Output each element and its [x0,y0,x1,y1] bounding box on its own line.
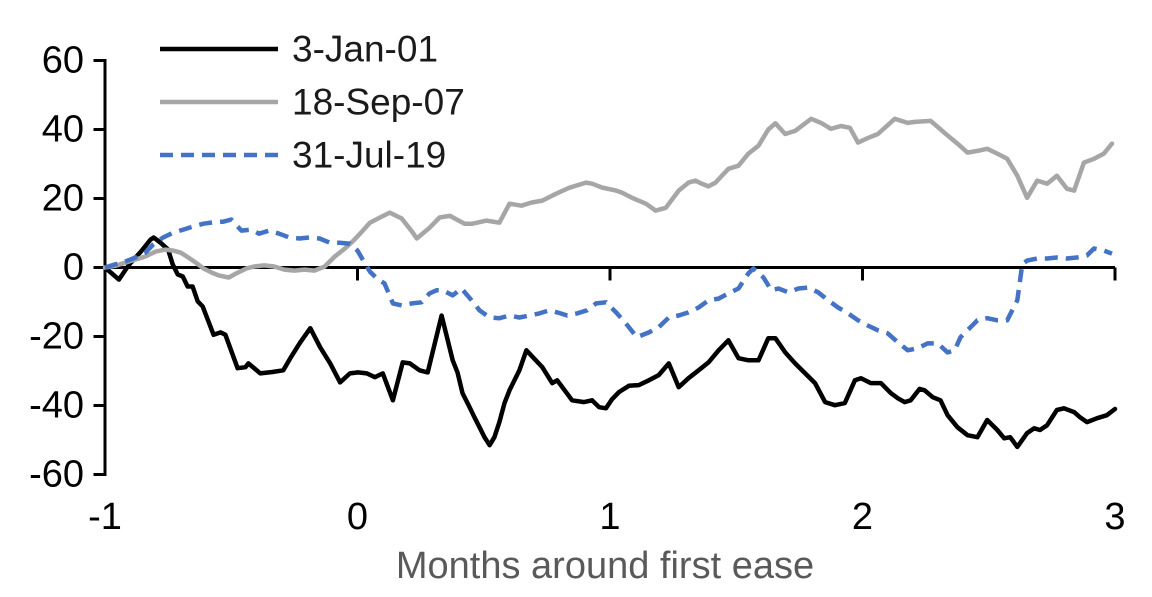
x-axis-title: Months around first ease [396,545,814,587]
y-tick-label: 60 [42,40,84,82]
x-tick-label: 1 [599,496,620,538]
x-tick-label: 0 [347,496,368,538]
x-tick-label: 2 [852,496,873,538]
x-tick-label: 3 [1104,496,1125,538]
series-group [102,116,1118,450]
series-line-3-jan-01 [102,235,1118,450]
y-tick-label: 0 [63,247,84,289]
axes-group: 60 40 20 0 -20 -40 -60-1 0 1 2 3 [29,40,1125,539]
legend-label-18-sep-07: 18-Sep-07 [292,82,465,123]
y-tick-label: -60 [29,454,84,496]
y-tick-label: -40 [29,385,84,427]
legend-label-31-jul-19: 31-Jul-19 [292,135,446,176]
y-tick-label: 40 [42,109,84,151]
legend: 3-Jan-01 18-Sep-07 31-Jul-19 [160,29,465,176]
y-tick-label: 20 [42,178,84,220]
series-line-31-jul-19 [104,217,1113,355]
x-tick-label: -1 [88,496,122,538]
series-line-18-sep-07 [102,116,1115,280]
y-tick-label: -20 [29,316,84,358]
legend-label-3-jan-01: 3-Jan-01 [292,29,438,70]
